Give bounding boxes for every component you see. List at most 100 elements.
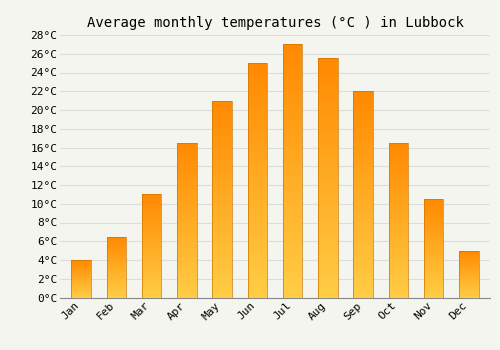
- Bar: [142, 242, 162, 244]
- Bar: [72, 296, 91, 297]
- Bar: [72, 281, 91, 282]
- Bar: [212, 262, 232, 266]
- Bar: [354, 166, 373, 170]
- Bar: [283, 135, 302, 141]
- Bar: [424, 286, 444, 288]
- Bar: [283, 151, 302, 156]
- Bar: [354, 104, 373, 108]
- Bar: [142, 265, 162, 267]
- Bar: [177, 245, 197, 248]
- Bar: [459, 276, 478, 277]
- Bar: [177, 152, 197, 155]
- Bar: [283, 80, 302, 85]
- Bar: [424, 276, 444, 278]
- Bar: [142, 201, 162, 203]
- Bar: [388, 254, 408, 257]
- Bar: [72, 274, 91, 275]
- Bar: [459, 273, 478, 274]
- Bar: [248, 68, 267, 72]
- Bar: [248, 213, 267, 218]
- Bar: [142, 211, 162, 213]
- Bar: [283, 110, 302, 115]
- Bar: [72, 285, 91, 286]
- Bar: [318, 216, 338, 221]
- Bar: [142, 217, 162, 219]
- Bar: [388, 226, 408, 230]
- Bar: [177, 143, 197, 298]
- Bar: [142, 289, 162, 291]
- Bar: [142, 277, 162, 279]
- Bar: [424, 284, 444, 286]
- Bar: [212, 207, 232, 211]
- Bar: [212, 215, 232, 219]
- Bar: [212, 101, 232, 105]
- Bar: [283, 252, 302, 257]
- Bar: [354, 182, 373, 186]
- Bar: [354, 170, 373, 174]
- Bar: [388, 220, 408, 223]
- Bar: [354, 116, 373, 120]
- Bar: [177, 186, 197, 189]
- Bar: [142, 236, 162, 238]
- Bar: [354, 231, 373, 236]
- Bar: [142, 205, 162, 207]
- Bar: [212, 168, 232, 172]
- Bar: [106, 250, 126, 251]
- Bar: [248, 237, 267, 241]
- Bar: [248, 171, 267, 176]
- Bar: [388, 291, 408, 294]
- Title: Average monthly temperatures (°C ) in Lubbock: Average monthly temperatures (°C ) in Lu…: [86, 16, 464, 30]
- Bar: [354, 108, 373, 112]
- Bar: [142, 248, 162, 250]
- Bar: [459, 275, 478, 276]
- Bar: [283, 60, 302, 65]
- Bar: [106, 262, 126, 263]
- Bar: [106, 254, 126, 255]
- Bar: [142, 240, 162, 242]
- Bar: [212, 112, 232, 116]
- Bar: [72, 278, 91, 279]
- Bar: [72, 264, 91, 265]
- Bar: [388, 168, 408, 171]
- Bar: [318, 63, 338, 68]
- Bar: [283, 75, 302, 80]
- Bar: [142, 256, 162, 258]
- Bar: [459, 289, 478, 290]
- Bar: [142, 215, 162, 217]
- Bar: [424, 207, 444, 209]
- Bar: [318, 188, 338, 192]
- Bar: [248, 218, 267, 223]
- Bar: [177, 180, 197, 183]
- Bar: [424, 203, 444, 205]
- Bar: [283, 211, 302, 217]
- Bar: [388, 276, 408, 279]
- Bar: [212, 144, 232, 148]
- Bar: [142, 198, 162, 201]
- Bar: [212, 282, 232, 286]
- Bar: [72, 282, 91, 283]
- Bar: [248, 63, 267, 68]
- Bar: [424, 238, 444, 240]
- Bar: [388, 288, 408, 291]
- Bar: [106, 260, 126, 261]
- Bar: [424, 266, 444, 268]
- Bar: [177, 288, 197, 291]
- Bar: [142, 196, 162, 198]
- Bar: [283, 156, 302, 161]
- Bar: [142, 271, 162, 273]
- Bar: [388, 251, 408, 254]
- Bar: [142, 285, 162, 287]
- Bar: [212, 152, 232, 156]
- Bar: [106, 237, 126, 238]
- Bar: [459, 258, 478, 259]
- Bar: [106, 288, 126, 289]
- Bar: [72, 279, 91, 280]
- Bar: [388, 282, 408, 285]
- Bar: [318, 240, 338, 245]
- Bar: [459, 270, 478, 271]
- Bar: [212, 254, 232, 258]
- Bar: [248, 209, 267, 213]
- Bar: [318, 58, 338, 298]
- Bar: [459, 252, 478, 253]
- Bar: [212, 124, 232, 128]
